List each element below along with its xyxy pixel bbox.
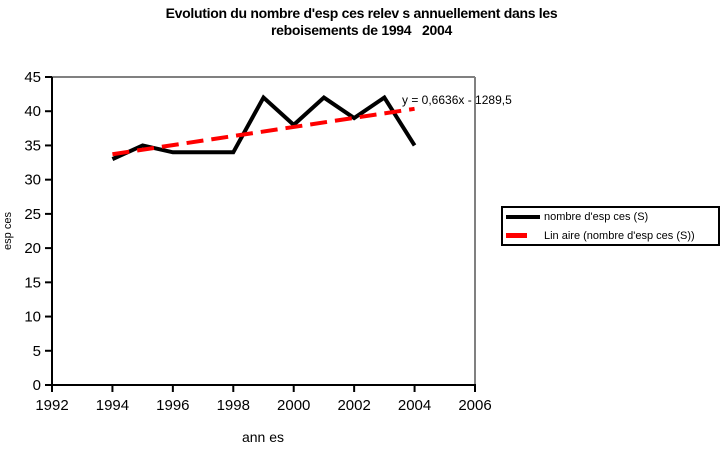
legend-label-trendline: Lin aire (nombre d'esp ces (S)) xyxy=(544,229,695,242)
y-tick-label: 30 xyxy=(24,172,41,189)
legend: nombre d'esp ces (S) Lin aire (nombre d'… xyxy=(501,206,720,246)
trendline xyxy=(112,106,415,157)
data-line-series xyxy=(111,94,417,161)
y-tick-label: 35 xyxy=(24,137,41,154)
y-tick-label: 5 xyxy=(33,343,41,360)
dashed-line-swatch-icon xyxy=(506,233,527,238)
y-tick-label: 40 xyxy=(24,103,41,120)
y-tick-label: 45 xyxy=(24,69,41,86)
x-tick-label: 1998 xyxy=(217,397,250,414)
chart-title-line1: Evolution du nombre d'esp ces relev s an… xyxy=(165,5,558,21)
solid-line-swatch-icon xyxy=(506,214,540,219)
y-tick-label: 10 xyxy=(24,309,41,326)
y-tick-label: 15 xyxy=(24,274,41,291)
x-tick-label: 1994 xyxy=(96,397,129,414)
x-tick-label: 1996 xyxy=(156,397,189,414)
legend-swatch-cell xyxy=(506,214,542,219)
x-tick-label: 1992 xyxy=(35,397,68,414)
chart-title-line2: reboisements de 1994 2004 xyxy=(270,22,452,38)
x-tick-label: 2000 xyxy=(277,397,310,414)
x-tick-label: 2006 xyxy=(458,397,491,414)
y-tick-label: 20 xyxy=(24,240,41,257)
x-axis-title: ann es xyxy=(241,429,285,445)
legend-item-series: nombre d'esp ces (S) xyxy=(506,208,718,225)
x-tick-label: 2004 xyxy=(398,397,431,414)
y-axis-title: esp ces xyxy=(2,212,14,250)
trendline-equation-label: y = 0,6636x - 1289,5 xyxy=(402,93,512,107)
y-tick-label: 25 xyxy=(24,206,41,223)
legend-label-series: nombre d'esp ces (S) xyxy=(544,210,649,223)
legend-item-trendline: Lin aire (nombre d'esp ces (S)) xyxy=(506,227,718,244)
legend-swatch-cell xyxy=(506,233,542,238)
x-tick-label: 2002 xyxy=(337,397,370,414)
chart-title: Evolution du nombre d'esp ces relev s an… xyxy=(0,5,723,39)
y-tick-label: 0 xyxy=(33,377,41,394)
